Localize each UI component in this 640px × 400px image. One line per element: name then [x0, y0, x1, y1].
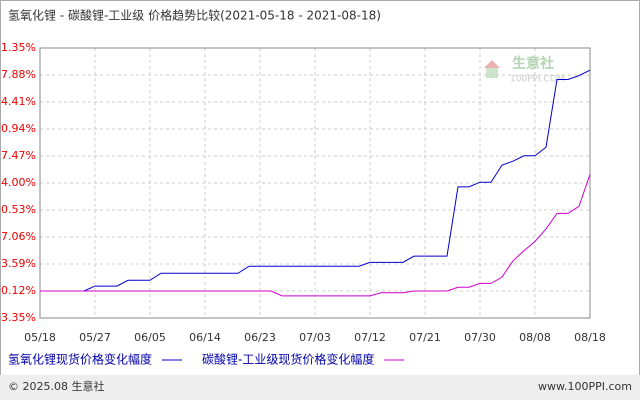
x-tick-label: 05/18: [24, 331, 56, 344]
footer-right: www.100PPI.com: [538, 380, 632, 393]
x-tick-label: 07/21: [409, 331, 441, 344]
x-tick-label: 06/05: [134, 331, 166, 344]
footer-bar: [0, 375, 640, 400]
x-tick-label: 06/23: [244, 331, 276, 344]
y-tick-label: 0.12%: [1, 284, 36, 297]
watermark-icon: [486, 68, 498, 78]
y-tick-label: 24.41%: [0, 95, 36, 108]
y-tick-label: 14.00%: [0, 176, 36, 189]
x-tick-label: 08/08: [519, 331, 551, 344]
watermark: 生意社 100PPI.COM: [484, 55, 565, 85]
watermark-name: 生意社: [512, 55, 554, 72]
y-tick-label: 3.59%: [1, 257, 36, 270]
x-tick-label: 08/18: [574, 331, 606, 344]
chart-title: 氢氧化锂 - 碳酸锂-工业级 价格趋势比较(2021-05-18 - 2021-…: [8, 8, 381, 23]
x-tick-label: 07/30: [464, 331, 496, 344]
footer-left: © 2025.08 生意社: [8, 379, 104, 393]
x-tick-label: 07/03: [299, 331, 331, 344]
x-tick-label: 06/14: [189, 331, 221, 344]
y-tick-label: 27.88%: [0, 68, 36, 81]
series-line: [40, 174, 591, 297]
legend-label: 碳酸锂-工业级现货价格变化幅度: [202, 352, 374, 367]
y-tick-label: -3.35%: [0, 311, 36, 324]
watermark-icon: [484, 60, 500, 68]
legend-label: 氢氧化锂现货价格变化幅度: [8, 352, 152, 367]
y-tick-label: 17.47%: [0, 149, 36, 162]
y-tick-label: 7.06%: [1, 230, 36, 243]
x-tick-label: 05/27: [79, 331, 111, 344]
y-tick-label: 20.94%: [0, 122, 36, 135]
y-tick-label: 10.53%: [0, 203, 36, 216]
y-tick-label: 31.35%: [0, 41, 36, 54]
x-tick-label: 07/12: [354, 331, 386, 344]
watermark-site: 100PPI.COM: [510, 75, 565, 85]
series-line: [40, 69, 591, 292]
plot-border: [39, 47, 591, 319]
